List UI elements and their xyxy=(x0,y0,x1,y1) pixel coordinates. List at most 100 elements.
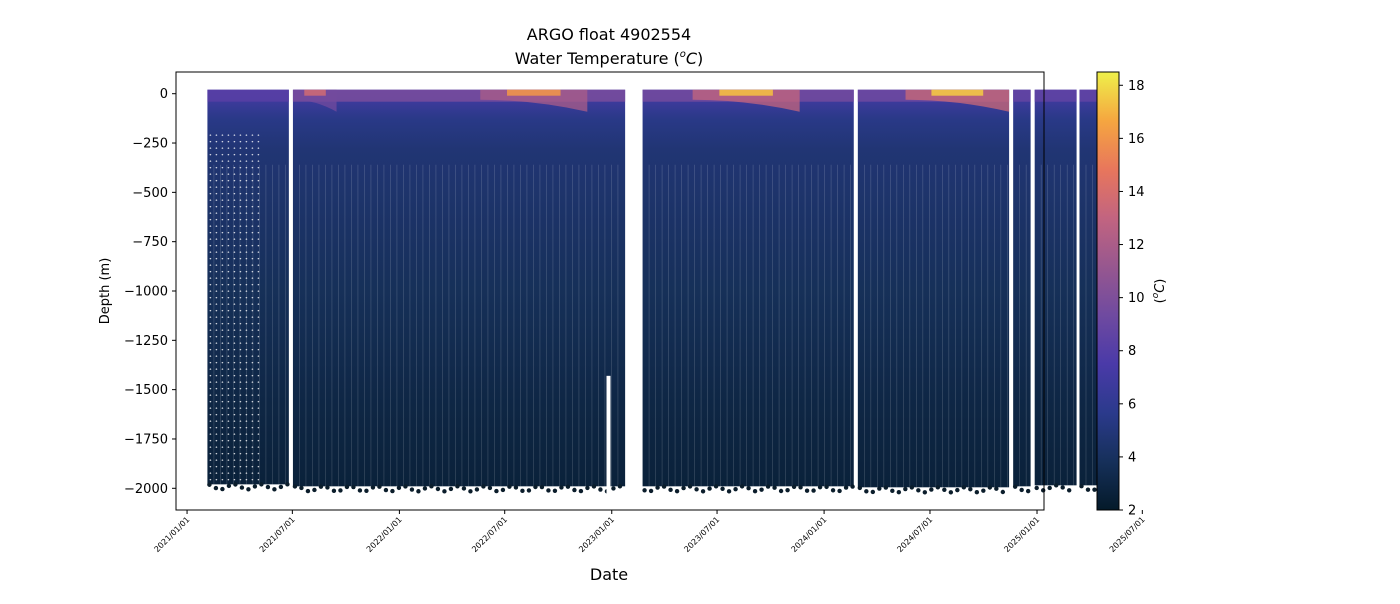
x-tick-label: 2021/07/01 xyxy=(258,515,297,554)
sample-point xyxy=(239,231,242,234)
bottom-point xyxy=(318,484,324,489)
sample-point xyxy=(239,153,242,156)
sample-point xyxy=(257,277,260,279)
sample-point xyxy=(221,264,224,266)
sample-point xyxy=(251,381,254,383)
bottom-point xyxy=(487,485,493,491)
profile-segment xyxy=(1013,89,1031,487)
sample-point xyxy=(239,309,242,312)
sample-point xyxy=(233,420,236,422)
x-tick-label: 2024/01/01 xyxy=(790,515,829,554)
sample-point xyxy=(209,413,212,416)
sample-point xyxy=(245,296,248,299)
sample-point xyxy=(227,361,230,364)
sample-point xyxy=(251,192,254,195)
sample-point xyxy=(257,413,260,416)
sample-point xyxy=(251,342,254,344)
sample-point xyxy=(239,322,242,325)
sample-point xyxy=(209,147,212,149)
bottom-point xyxy=(778,488,784,494)
sample-point xyxy=(209,283,212,286)
sample-point xyxy=(257,374,260,377)
warm-surface-period xyxy=(293,89,337,112)
sample-point xyxy=(257,426,260,429)
sample-point xyxy=(245,179,248,182)
bottom-point xyxy=(746,486,751,491)
sample-point xyxy=(215,387,218,390)
sample-point xyxy=(227,413,230,416)
sample-point xyxy=(233,257,236,260)
sample-point xyxy=(245,459,248,461)
sample-point xyxy=(239,387,242,390)
sample-point xyxy=(215,277,218,279)
sample-point xyxy=(245,244,248,247)
sample-point xyxy=(233,296,236,299)
sample-point xyxy=(257,465,260,468)
bottom-point xyxy=(909,485,915,490)
sample-point xyxy=(239,420,242,422)
sample-point xyxy=(227,153,230,156)
sample-point xyxy=(227,225,230,227)
bottom-point xyxy=(655,485,660,490)
sample-point xyxy=(245,413,248,416)
sample-point xyxy=(227,381,230,383)
bottom-point xyxy=(442,489,447,494)
sample-point xyxy=(221,186,224,188)
sample-point xyxy=(251,303,254,305)
bottom-point xyxy=(870,489,876,495)
bottom-point xyxy=(791,484,797,489)
sample-point xyxy=(227,374,230,377)
bottom-point xyxy=(726,489,732,494)
bottom-point xyxy=(1019,487,1024,493)
bottom-point xyxy=(1000,489,1006,495)
sample-point xyxy=(239,140,242,143)
sample-point xyxy=(245,303,248,305)
sample-point xyxy=(221,173,224,175)
bottom-point xyxy=(396,485,402,491)
sample-point xyxy=(245,257,248,260)
bottom-point xyxy=(935,485,941,490)
sample-point xyxy=(233,218,236,221)
sample-point xyxy=(245,361,248,364)
sample-point xyxy=(257,309,260,312)
colorbar-label-prefix: ( xyxy=(1153,298,1168,303)
sample-point xyxy=(215,212,218,214)
sample-point xyxy=(215,251,218,253)
sample-point xyxy=(251,199,254,201)
bottom-point xyxy=(435,486,441,492)
sample-point xyxy=(245,205,248,208)
sample-point xyxy=(251,179,254,182)
bottom-point xyxy=(403,484,408,489)
sample-point xyxy=(239,225,242,227)
sample-point xyxy=(221,231,224,234)
sample-point xyxy=(239,296,242,299)
bottom-point xyxy=(278,484,284,490)
sample-point xyxy=(221,407,224,409)
sample-point xyxy=(233,316,236,318)
bottom-point xyxy=(1053,483,1059,488)
bottom-point xyxy=(1085,487,1091,492)
sample-point xyxy=(245,478,248,481)
sample-point xyxy=(257,316,260,318)
colorbar-tick-label: 6 xyxy=(1128,397,1136,412)
sample-point xyxy=(227,472,230,474)
sample-point xyxy=(215,413,218,416)
sample-point xyxy=(245,225,248,227)
sample-point xyxy=(239,407,242,409)
sample-point xyxy=(257,439,260,442)
sample-point xyxy=(215,472,218,474)
missing-data-block xyxy=(606,375,611,501)
sample-point xyxy=(209,296,212,299)
sample-point xyxy=(233,166,236,169)
sample-point xyxy=(209,231,212,234)
sample-point xyxy=(239,426,242,429)
sample-point xyxy=(251,374,254,377)
bottom-point xyxy=(338,488,343,493)
sample-point xyxy=(251,244,254,247)
bottom-point xyxy=(765,484,771,489)
sample-point xyxy=(209,342,212,344)
sample-point xyxy=(209,400,212,403)
y-tick-label: −1750 xyxy=(124,432,168,447)
sample-point xyxy=(215,231,218,234)
